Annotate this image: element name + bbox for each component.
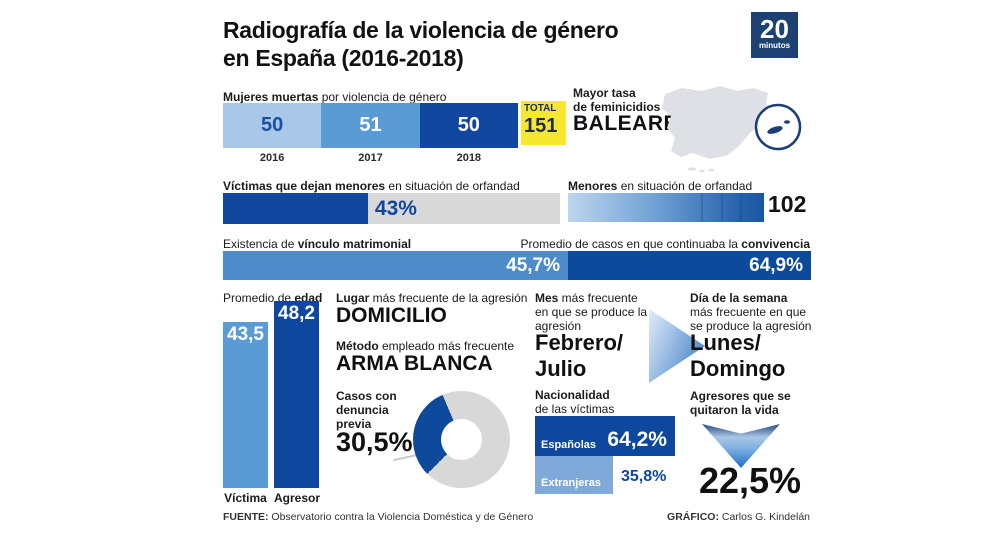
segment-value: 50 bbox=[457, 114, 480, 136]
month-label: Mes más frecuente en que se produce la a… bbox=[535, 291, 648, 333]
cohabitation-value: 64,9% bbox=[749, 255, 803, 276]
segment-value: 51 bbox=[359, 114, 382, 136]
logo-word: minutos bbox=[758, 41, 791, 50]
marital-cohabitation-bar: 45,7% 64,9% bbox=[223, 251, 811, 280]
source-credit: FUENTE: Observatorio contra la Violencia… bbox=[223, 511, 534, 523]
feminicide-rate-label: Mayor tasa de feminicidios bbox=[573, 86, 661, 114]
donut-hole bbox=[441, 419, 482, 460]
infographic: Radiografía de la violencia de género en… bbox=[215, 0, 815, 556]
bar-segment-2016: 50 bbox=[223, 103, 322, 148]
total-label: TOTAL bbox=[524, 103, 557, 114]
deaths-stacked-bar: 50 51 50 bbox=[223, 103, 518, 148]
bar-segment-2018: 50 bbox=[419, 103, 518, 148]
year-label: 2017 bbox=[358, 152, 383, 164]
total-value: 151 bbox=[524, 115, 558, 137]
title-line-2: en España (2016-2018) bbox=[223, 45, 464, 71]
weekday-value: Lunes/ Domingo bbox=[690, 330, 786, 381]
victim-age-value: 43,5 bbox=[227, 324, 264, 345]
nationality-row-foreign: Extranjeras 35,8% bbox=[535, 456, 753, 494]
deaths-year-axis: 2016 2017 2018 bbox=[223, 152, 518, 164]
place-value: DOMICILIO bbox=[336, 304, 447, 327]
marital-value: 45,7% bbox=[506, 255, 560, 276]
title-line-1: Radiografía de la violencia de género bbox=[223, 17, 619, 43]
nationality-row-spanish: Españolas 64,2% bbox=[535, 416, 753, 456]
foreign-value: 35,8% bbox=[621, 468, 667, 485]
victim-age-bar: 43,5 bbox=[223, 322, 268, 488]
orphans-count-value: 102 bbox=[768, 191, 807, 217]
victim-axis-label: Víctima bbox=[224, 491, 267, 505]
marital-label: Existencia de vínculo matrimonial bbox=[223, 237, 412, 251]
prior-report-donut-chart bbox=[413, 391, 510, 488]
weekday-label: Día de la semana más frecuente en que se… bbox=[690, 291, 812, 333]
month-value: Febrero/ Julio bbox=[535, 330, 624, 381]
prior-report-label: Casos con denuncia previa bbox=[336, 389, 397, 431]
cohabitation-label: Promedio de casos en que continuaba la c… bbox=[520, 237, 810, 251]
aggressor-age-value: 48,2 bbox=[278, 303, 315, 324]
method-value: ARMA BLANCA bbox=[336, 352, 493, 375]
page-title: Radiografía de la violencia de género en… bbox=[223, 16, 619, 72]
spanish-value: 64,2% bbox=[607, 428, 667, 451]
foreign-bar: Extranjeras bbox=[535, 456, 614, 494]
nationality-chart: Españolas 64,2% Extranjeras 35,8% bbox=[535, 416, 753, 494]
orphans-pct-value: 43% bbox=[374, 197, 417, 220]
orphans-pct-label: Víctimas que dejan menores en situación … bbox=[223, 179, 520, 193]
marital-bar-segment: 45,7% bbox=[223, 251, 568, 280]
cohabitation-bar-segment: 64,9% bbox=[568, 251, 811, 280]
year-label: 2018 bbox=[456, 152, 482, 164]
balearic-islands-icon bbox=[767, 126, 783, 134]
deaths-label: Mujeres muertas por violencia de género bbox=[223, 90, 447, 104]
method-label: Método empleado más frecuente bbox=[336, 339, 515, 353]
logo-number: 20 bbox=[760, 14, 789, 44]
orphans-count-label: Menores en situación de orfandad bbox=[568, 179, 753, 193]
region-name: BALEARES bbox=[573, 112, 693, 135]
orphans-count-bar bbox=[568, 193, 764, 222]
graphic-credit: GRÁFICO: Carlos G. Kindelán bbox=[667, 511, 810, 523]
bar-segment-2017: 51 bbox=[321, 103, 420, 148]
suicide-value: 22,5% bbox=[698, 460, 802, 501]
prior-report-value: 30,5% bbox=[336, 427, 413, 457]
year-label: 2016 bbox=[259, 152, 285, 164]
total-badge: TOTAL 151 bbox=[521, 101, 566, 145]
aggressor-age-bar: 48,2 bbox=[274, 301, 319, 488]
aggressor-axis-label: Agresor bbox=[274, 491, 321, 505]
orphans-pct-fill bbox=[223, 193, 368, 224]
spain-map-icon bbox=[662, 86, 802, 173]
canary-islands-icon bbox=[688, 167, 696, 171]
foreign-name: Extranjeras bbox=[541, 477, 601, 489]
nationality-label: Nacionalidad de las víctimas bbox=[535, 388, 615, 416]
place-label: Lugar más frecuente de la agresión bbox=[336, 291, 528, 305]
orphans-pct-bar: 43% bbox=[223, 193, 560, 224]
segment-value: 50 bbox=[261, 114, 284, 136]
spanish-bar: Españolas 64,2% bbox=[535, 416, 675, 456]
suicide-label: Agresores que se quitaron la vida bbox=[690, 389, 791, 417]
20minutos-logo: 20 minutos bbox=[751, 12, 798, 58]
spanish-name: Españolas bbox=[541, 439, 597, 451]
